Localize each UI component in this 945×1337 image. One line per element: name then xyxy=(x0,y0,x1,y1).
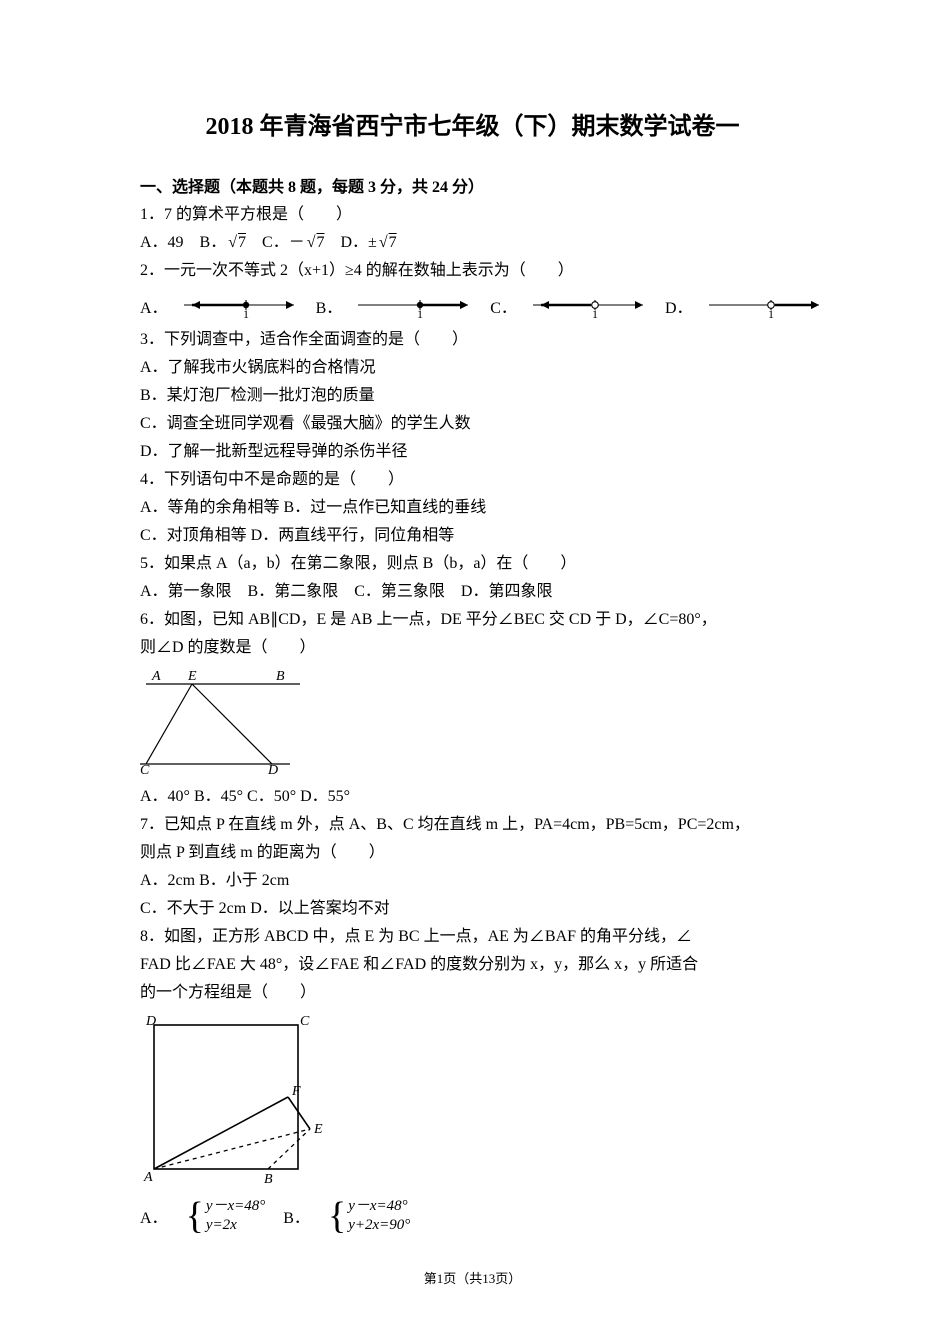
q1-optD-pre: D．± xyxy=(324,234,376,251)
sqrt-icon: 7 xyxy=(305,229,325,257)
svg-text:B: B xyxy=(276,669,285,684)
q8-stem2: FAD 比∠FAE 大 48°，设∠FAE 和∠FAD 的度数分别为 x，y，那… xyxy=(140,951,805,979)
q8-optA-eq1: y－x=48° xyxy=(206,1197,265,1216)
q2-D-label: D． xyxy=(665,294,693,318)
q3-C: C．调查全班同学观看《最强大脑》的学生人数 xyxy=(140,410,805,438)
q5-stem: 5．如果点 A（a，b）在第二象限，则点 B（b，a）在（ ） xyxy=(140,550,805,578)
section-header: 一、选择题（本题共 8 题，每题 3 分，共 24 分） xyxy=(140,173,805,197)
q6-figure: A E B C D xyxy=(140,666,805,781)
svg-text:A: A xyxy=(143,1170,153,1185)
q1-stem: 1．7 的算术平方根是（ ） xyxy=(140,201,805,229)
q7-line2: C．不大于 2cm D．以上答案均不对 xyxy=(140,895,805,923)
q6-opts: A．40° B．45° C．50° D．55° xyxy=(140,783,805,811)
svg-text:E: E xyxy=(187,669,197,684)
q3-A: A．了解我市火锅底料的合格情况 xyxy=(140,354,805,382)
q1-opts: A．49 B．7 C．－7 D．±7 xyxy=(140,229,805,257)
numberline-C: 1 xyxy=(531,287,651,324)
q6-stem2: 则∠D 的度数是（ ） xyxy=(140,634,805,662)
q8-stem3: 的一个方程组是（ ） xyxy=(140,979,805,1007)
q8-optA-eq2: y=2x xyxy=(206,1216,265,1235)
tick-label: 1 xyxy=(417,307,423,319)
numberline-B: 1 xyxy=(356,287,476,324)
q3-B: B．某灯泡厂检测一批灯泡的质量 xyxy=(140,382,805,410)
q8-optB-system: { y－x=48° y+2x=90° xyxy=(328,1197,410,1235)
q6-stem1: 6．如图，已知 AB∥CD，E 是 AB 上一点，DE 平分∠BEC 交 CD … xyxy=(140,606,805,634)
q1-optA-pre: A．49 B． xyxy=(140,234,226,251)
q4-line2: C．对顶角相等 D．两直线平行，同位角相等 xyxy=(140,522,805,550)
q2-C-label: C． xyxy=(490,294,517,318)
q8-figure: D C A B F E xyxy=(140,1011,805,1191)
sqrt-icon: 7 xyxy=(226,229,246,257)
q3-D: D．了解一批新型远程导弹的杀伤半径 xyxy=(140,438,805,466)
svg-text:C: C xyxy=(140,763,150,776)
brace-icon: { xyxy=(186,1197,204,1235)
svg-text:D: D xyxy=(267,763,278,776)
svg-text:C: C xyxy=(300,1014,310,1029)
numberline-D: 1 xyxy=(707,287,827,324)
q2-stem: 2．一元一次不等式 2（x+1）≥4 的解在数轴上表示为（ ） xyxy=(140,257,805,285)
q4-stem: 4．下列语句中不是命题的是（ ） xyxy=(140,466,805,494)
tick-label: 1 xyxy=(768,307,774,319)
page-footer: 第1页（共13页） xyxy=(0,1268,945,1287)
svg-text:B: B xyxy=(264,1172,273,1186)
svg-text:A: A xyxy=(151,669,161,684)
tick-label: 1 xyxy=(243,307,249,319)
q7-stem2: 则点 P 到直线 m 的距离为（ ） xyxy=(140,839,805,867)
tick-label: 1 xyxy=(592,307,598,319)
q4-line1: A．等角的余角相等 B．过一点作已知直线的垂线 xyxy=(140,494,805,522)
q8-stem1: 8．如图，正方形 ABCD 中，点 E 为 BC 上一点，AE 为∠BAF 的角… xyxy=(140,923,805,951)
q8-optA-label: A． xyxy=(140,1204,168,1228)
q1-optC-pre: C．－ xyxy=(246,234,305,251)
q8-optB-eq1: y－x=48° xyxy=(348,1197,410,1216)
q8-optB-eq2: y+2x=90° xyxy=(348,1216,410,1235)
q8-optB-label: B． xyxy=(283,1204,310,1228)
sqrt-icon: 7 xyxy=(377,229,397,257)
svg-text:F: F xyxy=(291,1084,301,1099)
svg-text:E: E xyxy=(313,1122,323,1137)
page: 2018 年青海省西宁市七年级（下）期末数学试卷一 一、选择题（本题共 8 题，… xyxy=(0,0,945,1337)
svg-text:D: D xyxy=(145,1014,156,1029)
q8-optA-system: { y－x=48° y=2x xyxy=(186,1197,266,1235)
q5-opts: A．第一象限 B．第二象限 C．第三象限 D．第四象限 xyxy=(140,578,805,606)
q8-options: A． { y－x=48° y=2x B． { y－x=48° y+2x=90° xyxy=(140,1197,805,1235)
q2-A-label: A． xyxy=(140,294,168,318)
numberline-A: 1 xyxy=(182,287,302,324)
q7-line1: A．2cm B．小于 2cm xyxy=(140,867,805,895)
brace-icon: { xyxy=(328,1197,346,1235)
q7-stem: 7．已知点 P 在直线 m 外，点 A、B、C 均在直线 m 上，PA=4cm，… xyxy=(140,811,805,839)
q2-B-label: B． xyxy=(316,294,343,318)
q2-options-row: A． 1 B． 1 C． xyxy=(140,287,805,324)
q3-stem: 3．下列调查中，适合作全面调查的是（ ） xyxy=(140,326,805,354)
page-title: 2018 年青海省西宁市七年级（下）期末数学试卷一 xyxy=(140,106,805,141)
